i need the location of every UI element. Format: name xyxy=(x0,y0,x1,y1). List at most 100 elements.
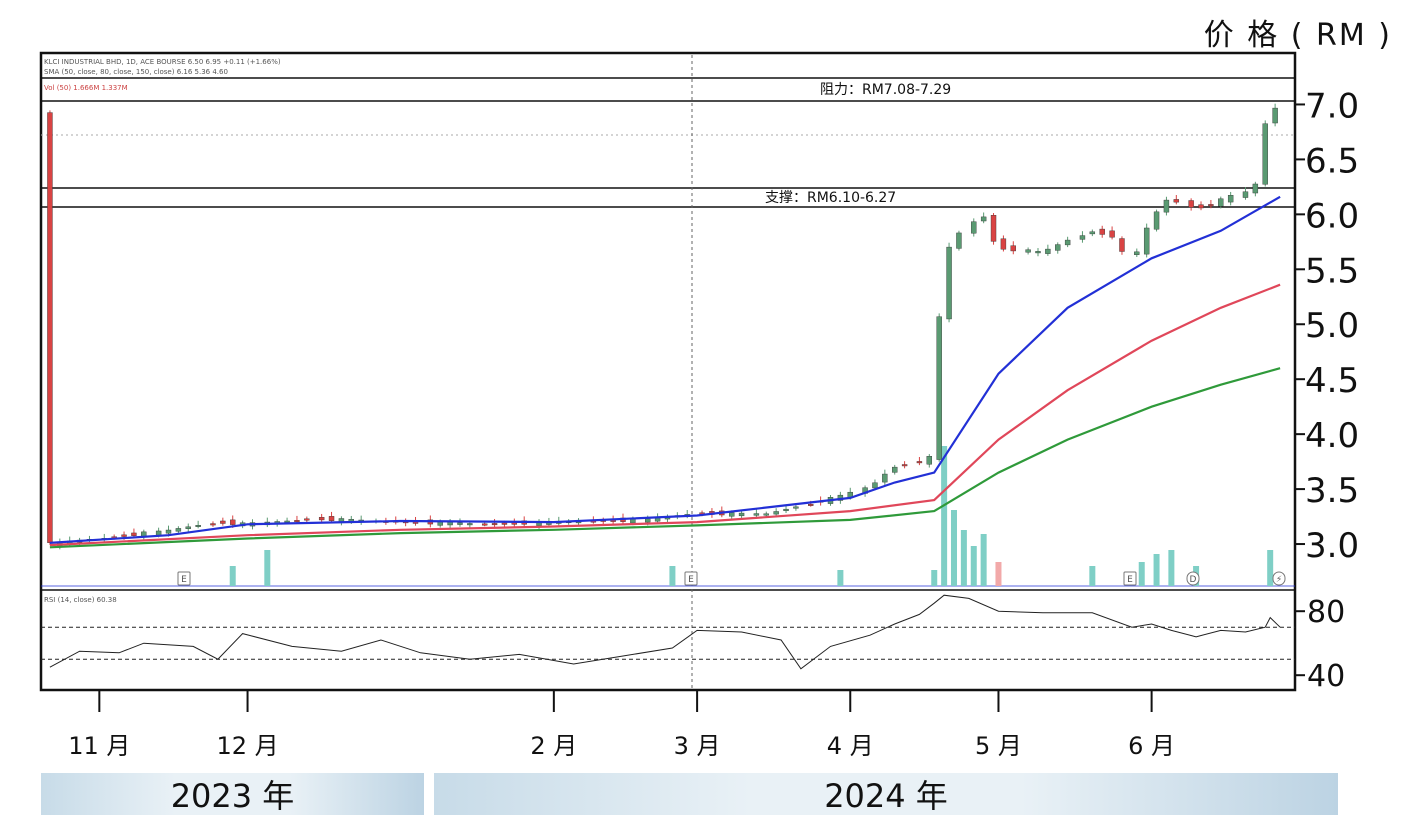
volume-bar xyxy=(1153,554,1160,586)
date-tick-label: 6 月 xyxy=(1128,732,1175,760)
candle-body xyxy=(328,516,335,521)
candle-body xyxy=(447,522,453,526)
date-tick-label: 3 月 xyxy=(674,732,721,760)
candle-body xyxy=(971,221,977,234)
candle-body xyxy=(165,529,172,534)
volume-line: Vol (50) 1.666M 1.337M xyxy=(44,84,128,92)
event-marker-label: E xyxy=(1127,575,1133,585)
date-tick-label: 11 月 xyxy=(68,732,130,760)
candle-body xyxy=(1272,107,1278,124)
date-tick-label: 4 月 xyxy=(827,732,874,760)
candle-body xyxy=(294,520,300,523)
rsi-tick-label: 80 xyxy=(1307,595,1345,630)
volume-bar xyxy=(941,446,948,586)
candle-body xyxy=(892,466,898,473)
price-tick-label: 3.5 xyxy=(1305,471,1359,511)
candle-body xyxy=(1045,248,1051,254)
candle-body xyxy=(1109,230,1115,238)
candle-body xyxy=(457,522,463,525)
volume-bar xyxy=(980,534,987,586)
candle-body xyxy=(1153,211,1160,230)
candle-body xyxy=(901,464,908,467)
event-marker xyxy=(1186,571,1200,586)
year-label-2023: 2023 年 xyxy=(41,773,424,815)
year-label-2024: 2024 年 xyxy=(434,773,1338,815)
ma-line: SMA (50, close, 80, close, 150, close) 6… xyxy=(44,68,228,76)
candle-body xyxy=(1000,238,1007,250)
ma-line-sma-150 xyxy=(49,367,1281,549)
candle-body xyxy=(175,528,182,532)
volume-bar xyxy=(931,570,938,586)
candle-body xyxy=(980,216,987,222)
candle-body xyxy=(1173,199,1180,203)
volume-bar xyxy=(960,530,967,586)
candle-body xyxy=(1188,200,1194,208)
candle-body xyxy=(1262,123,1268,185)
candle-body xyxy=(1227,195,1234,203)
candle-body xyxy=(1079,235,1086,240)
rsi-label: RSI (14, close) 60.38 xyxy=(44,596,117,604)
support-zone xyxy=(40,187,1296,208)
candle-body xyxy=(185,526,191,529)
volume-bar xyxy=(229,566,236,586)
candle-body xyxy=(155,530,162,536)
candle-body xyxy=(1218,198,1224,207)
volume-bar xyxy=(669,566,676,586)
candle-body xyxy=(926,456,933,465)
ticker-line: KLCI INDUSTRIAL BHD, 1D, ACE BOURSE 6.50… xyxy=(44,58,281,66)
price-tick-label: 4.0 xyxy=(1305,416,1359,456)
candle-body xyxy=(47,112,53,543)
price-tick-label: 5.0 xyxy=(1305,306,1359,346)
price-tick-label: 6.5 xyxy=(1305,141,1359,181)
candle-body xyxy=(872,482,878,489)
event-marker xyxy=(177,571,191,586)
candle-body xyxy=(121,534,127,537)
ma-line-sma-50 xyxy=(49,195,1281,544)
candle-body xyxy=(230,519,236,525)
candle-body xyxy=(220,520,226,524)
volume-bar xyxy=(970,546,977,586)
candle-body xyxy=(1252,183,1259,194)
candle-body xyxy=(783,508,789,512)
candle-body xyxy=(793,506,799,509)
volume-bar xyxy=(1168,550,1175,586)
volume-bar xyxy=(995,562,1002,586)
candle-body xyxy=(284,520,290,523)
candle-body xyxy=(491,523,498,526)
price-tick-label: 3.0 xyxy=(1305,526,1359,566)
candle-body xyxy=(1010,245,1016,252)
resistance-zone xyxy=(40,77,1296,102)
candle-body xyxy=(501,522,508,525)
candle-body xyxy=(131,532,137,536)
volume-bar xyxy=(264,550,271,586)
candle-body xyxy=(210,523,216,526)
candle-body xyxy=(763,513,769,516)
event-marker-label: ⚡ xyxy=(1276,575,1282,585)
candle-body xyxy=(1025,249,1031,253)
candle-body xyxy=(318,517,325,521)
candle-body xyxy=(195,525,201,527)
candle-body xyxy=(990,215,997,242)
candle-body xyxy=(481,523,488,526)
candle-body xyxy=(956,232,962,249)
rsi-line xyxy=(49,594,1281,670)
candle-body xyxy=(1099,228,1105,235)
candle-body xyxy=(1242,191,1249,198)
candle-body xyxy=(1089,231,1096,235)
candle-body xyxy=(936,316,942,460)
date-tick-label: 12 月 xyxy=(216,732,278,760)
candle-body xyxy=(773,511,779,515)
candle-body xyxy=(738,512,745,517)
candle-body xyxy=(467,523,473,526)
candle-body xyxy=(1163,199,1170,213)
candle-body xyxy=(1064,239,1071,246)
candle-body xyxy=(946,246,952,320)
candle-body xyxy=(1035,251,1041,254)
price-tick-label: 6.0 xyxy=(1305,196,1359,236)
volume-bar xyxy=(837,570,844,586)
candle-body xyxy=(1208,204,1214,207)
candle-body xyxy=(1055,244,1061,251)
volume-bar xyxy=(951,510,958,586)
candle-body xyxy=(1119,238,1125,252)
